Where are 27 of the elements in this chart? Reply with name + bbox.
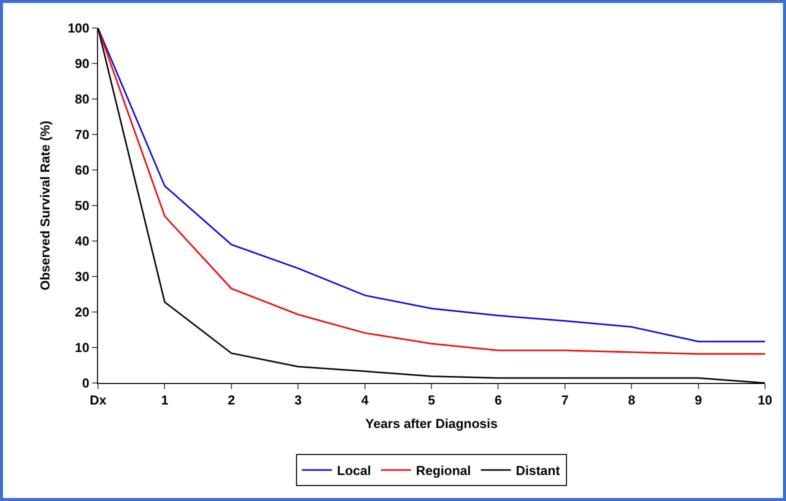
x-tick-label: 6 <box>494 392 502 408</box>
y-tick-label: 10 <box>74 340 90 356</box>
legend-label: Local <box>337 463 371 478</box>
legend-label: Distant <box>516 463 561 478</box>
y-tick-label: 60 <box>74 162 90 178</box>
y-tick-label: 50 <box>74 198 90 214</box>
x-tick-label: 2 <box>228 392 236 408</box>
y-axis-title: Observed Survival Rate (%) <box>38 120 53 290</box>
x-tick-label: 1 <box>161 392 168 408</box>
legend-label: Regional <box>416 463 471 478</box>
x-tick-label: 7 <box>561 392 569 408</box>
x-tick-label: 4 <box>361 392 370 408</box>
x-tick-label: Dx <box>90 392 108 408</box>
y-tick-label: 0 <box>82 376 90 391</box>
y-tick-label: 100 <box>68 20 90 36</box>
y-tick-label: 80 <box>74 92 90 107</box>
y-tick-label: 70 <box>74 127 90 142</box>
y-tick-label: 20 <box>74 304 90 320</box>
x-tick-label: 3 <box>294 392 302 408</box>
x-tick-label: 9 <box>694 392 702 408</box>
x-tick-label: 8 <box>628 392 636 408</box>
x-axis-title: Years after Diagnosis <box>365 416 498 432</box>
x-tick-label: 5 <box>428 392 436 408</box>
x-tick-label: 10 <box>758 392 772 408</box>
y-tick-label: 90 <box>74 56 90 72</box>
y-tick-label: 40 <box>74 234 90 249</box>
y-tick-label: 30 <box>74 269 90 284</box>
